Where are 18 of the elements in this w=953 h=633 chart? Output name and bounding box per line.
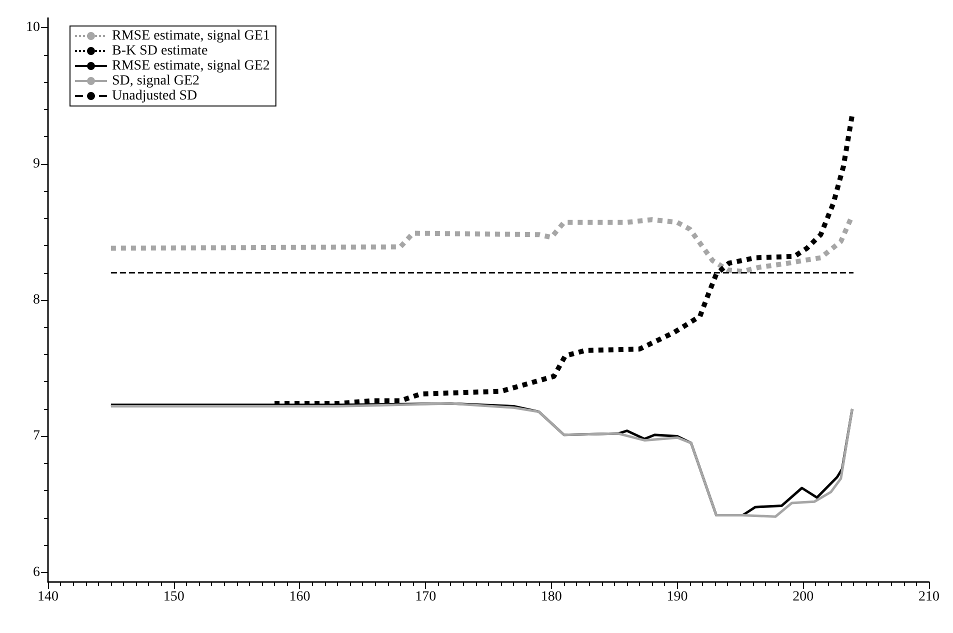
x-tick-label: 170	[415, 590, 436, 604]
y-tick-label: 10	[26, 20, 40, 36]
y-tick-label: 6	[33, 564, 40, 580]
x-tick-label: 160	[289, 590, 310, 604]
legend-label: SD, signal GE2	[112, 74, 200, 88]
x-tick-label: 140	[38, 590, 58, 604]
y-tick-label: 9	[33, 156, 40, 172]
x-tick-label: 180	[540, 590, 562, 604]
y-tick-label: 8	[33, 292, 40, 308]
legend-label: RMSE estimate, signal GE2	[112, 58, 270, 74]
x-tick-label: 200	[792, 590, 814, 604]
x-tick-label: 150	[163, 590, 184, 604]
x-tick-label: 210	[918, 590, 940, 604]
x-tick-label: 190	[666, 590, 688, 604]
y-tick-label: 7	[33, 428, 40, 444]
legend-label: RMSE estimate, signal GE1	[112, 28, 270, 44]
legend-label: Unadjusted SD	[112, 88, 198, 104]
legend-label: B-K SD estimate	[112, 44, 208, 58]
